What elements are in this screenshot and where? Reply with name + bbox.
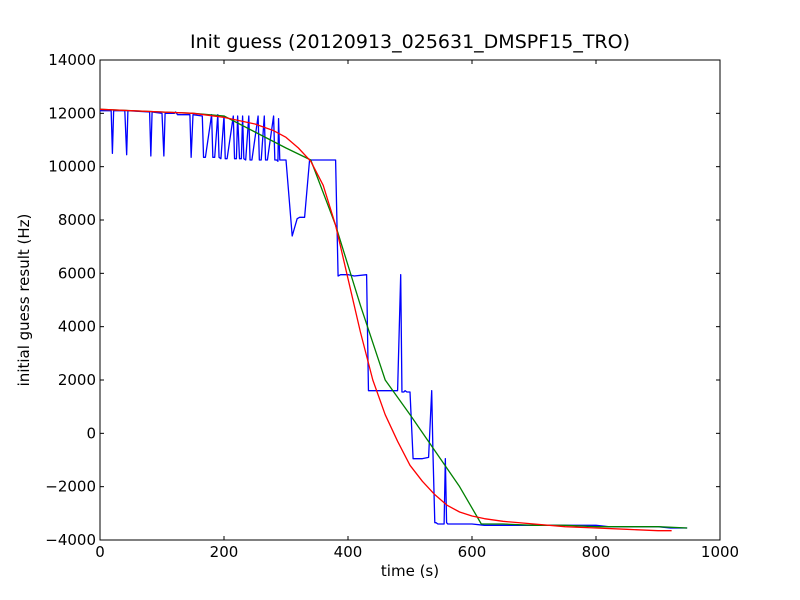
y-tick-label: −2000 (45, 478, 96, 496)
series-line-1 (100, 110, 688, 529)
x-tick-label: 0 (95, 543, 105, 561)
plot-frame (99, 59, 721, 541)
y-tick-label: 14000 (48, 51, 96, 69)
plot-area: 0 200 400 600 800 1000 −4000 −2000 0 2000 4000 6000… (45, 51, 739, 561)
x-tick-label: 800 (582, 543, 611, 561)
y-axis-label: initial guess result (Hz) (15, 214, 33, 387)
x-tick-label: 600 (458, 543, 487, 561)
series-line-3 (99, 108, 672, 532)
y-tick-label: 12000 (48, 104, 96, 122)
x-tick-label: 200 (210, 543, 239, 561)
series-layer (99, 108, 688, 532)
y-tick-label: 6000 (58, 264, 96, 282)
y-tick-label: −4000 (45, 531, 96, 549)
y-tick-label: 2000 (58, 371, 96, 389)
y-tick-label: 0 (86, 424, 96, 442)
y-tick-label: 10000 (48, 158, 96, 176)
x-tick-label: 400 (334, 543, 363, 561)
chart-title: Init guess (20120913_025631_DMSPF15_TRO) (190, 31, 630, 53)
tick-layer: 0 200 400 600 800 1000 −4000 −2000 0 2000 4000 6000… (45, 51, 739, 561)
x-tick-label: 1000 (701, 543, 739, 561)
y-tick-label: 4000 (58, 318, 96, 336)
x-axis-label: time (s) (381, 562, 439, 580)
y-tick-label: 8000 (58, 211, 96, 229)
series-line-2 (99, 108, 688, 529)
